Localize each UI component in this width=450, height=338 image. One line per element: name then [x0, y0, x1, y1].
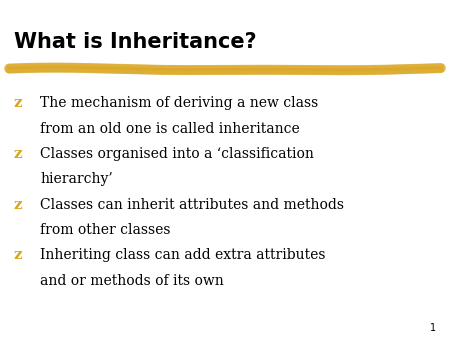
Text: z: z: [14, 248, 22, 262]
Text: What is Inheritance?: What is Inheritance?: [14, 32, 256, 52]
Text: z: z: [14, 198, 22, 212]
Text: Classes organised into a ‘classification: Classes organised into a ‘classification: [40, 147, 315, 161]
Text: The mechanism of deriving a new class: The mechanism of deriving a new class: [40, 96, 319, 110]
Text: hierarchy’: hierarchy’: [40, 172, 113, 186]
Text: from an old one is called inheritance: from an old one is called inheritance: [40, 122, 300, 136]
Text: Classes can inherit attributes and methods: Classes can inherit attributes and metho…: [40, 198, 345, 212]
Text: 1: 1: [430, 323, 436, 333]
Text: z: z: [14, 96, 22, 110]
Text: and or methods of its own: and or methods of its own: [40, 274, 224, 288]
Text: Inheriting class can add extra attributes: Inheriting class can add extra attribute…: [40, 248, 326, 262]
Text: z: z: [14, 147, 22, 161]
Text: from other classes: from other classes: [40, 223, 171, 237]
